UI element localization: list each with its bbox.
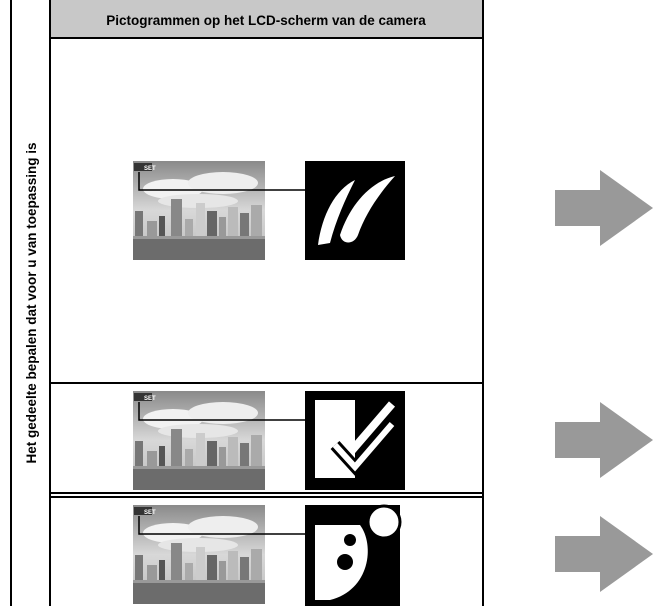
arrow	[555, 170, 653, 246]
badge: SET	[144, 510, 156, 516]
connector	[138, 516, 305, 535]
arrow	[555, 402, 653, 478]
badge: SET	[144, 166, 156, 172]
arrow	[555, 516, 653, 592]
connector	[138, 402, 305, 421]
header-title: Pictogrammen op het LCD-scherm van de ca…	[106, 13, 426, 28]
badge: SET	[144, 396, 156, 402]
row-2: SET	[133, 391, 653, 490]
header-cell	[51, 0, 482, 37]
row-1: SET	[133, 161, 653, 260]
thumbnail	[133, 505, 265, 604]
thumbnail	[133, 391, 265, 490]
connector	[138, 172, 305, 191]
side-label: Het gedeelte bepalen dat voor u van toep…	[24, 142, 39, 463]
row-3: SET	[133, 504, 653, 606]
thumbnail	[133, 161, 265, 260]
